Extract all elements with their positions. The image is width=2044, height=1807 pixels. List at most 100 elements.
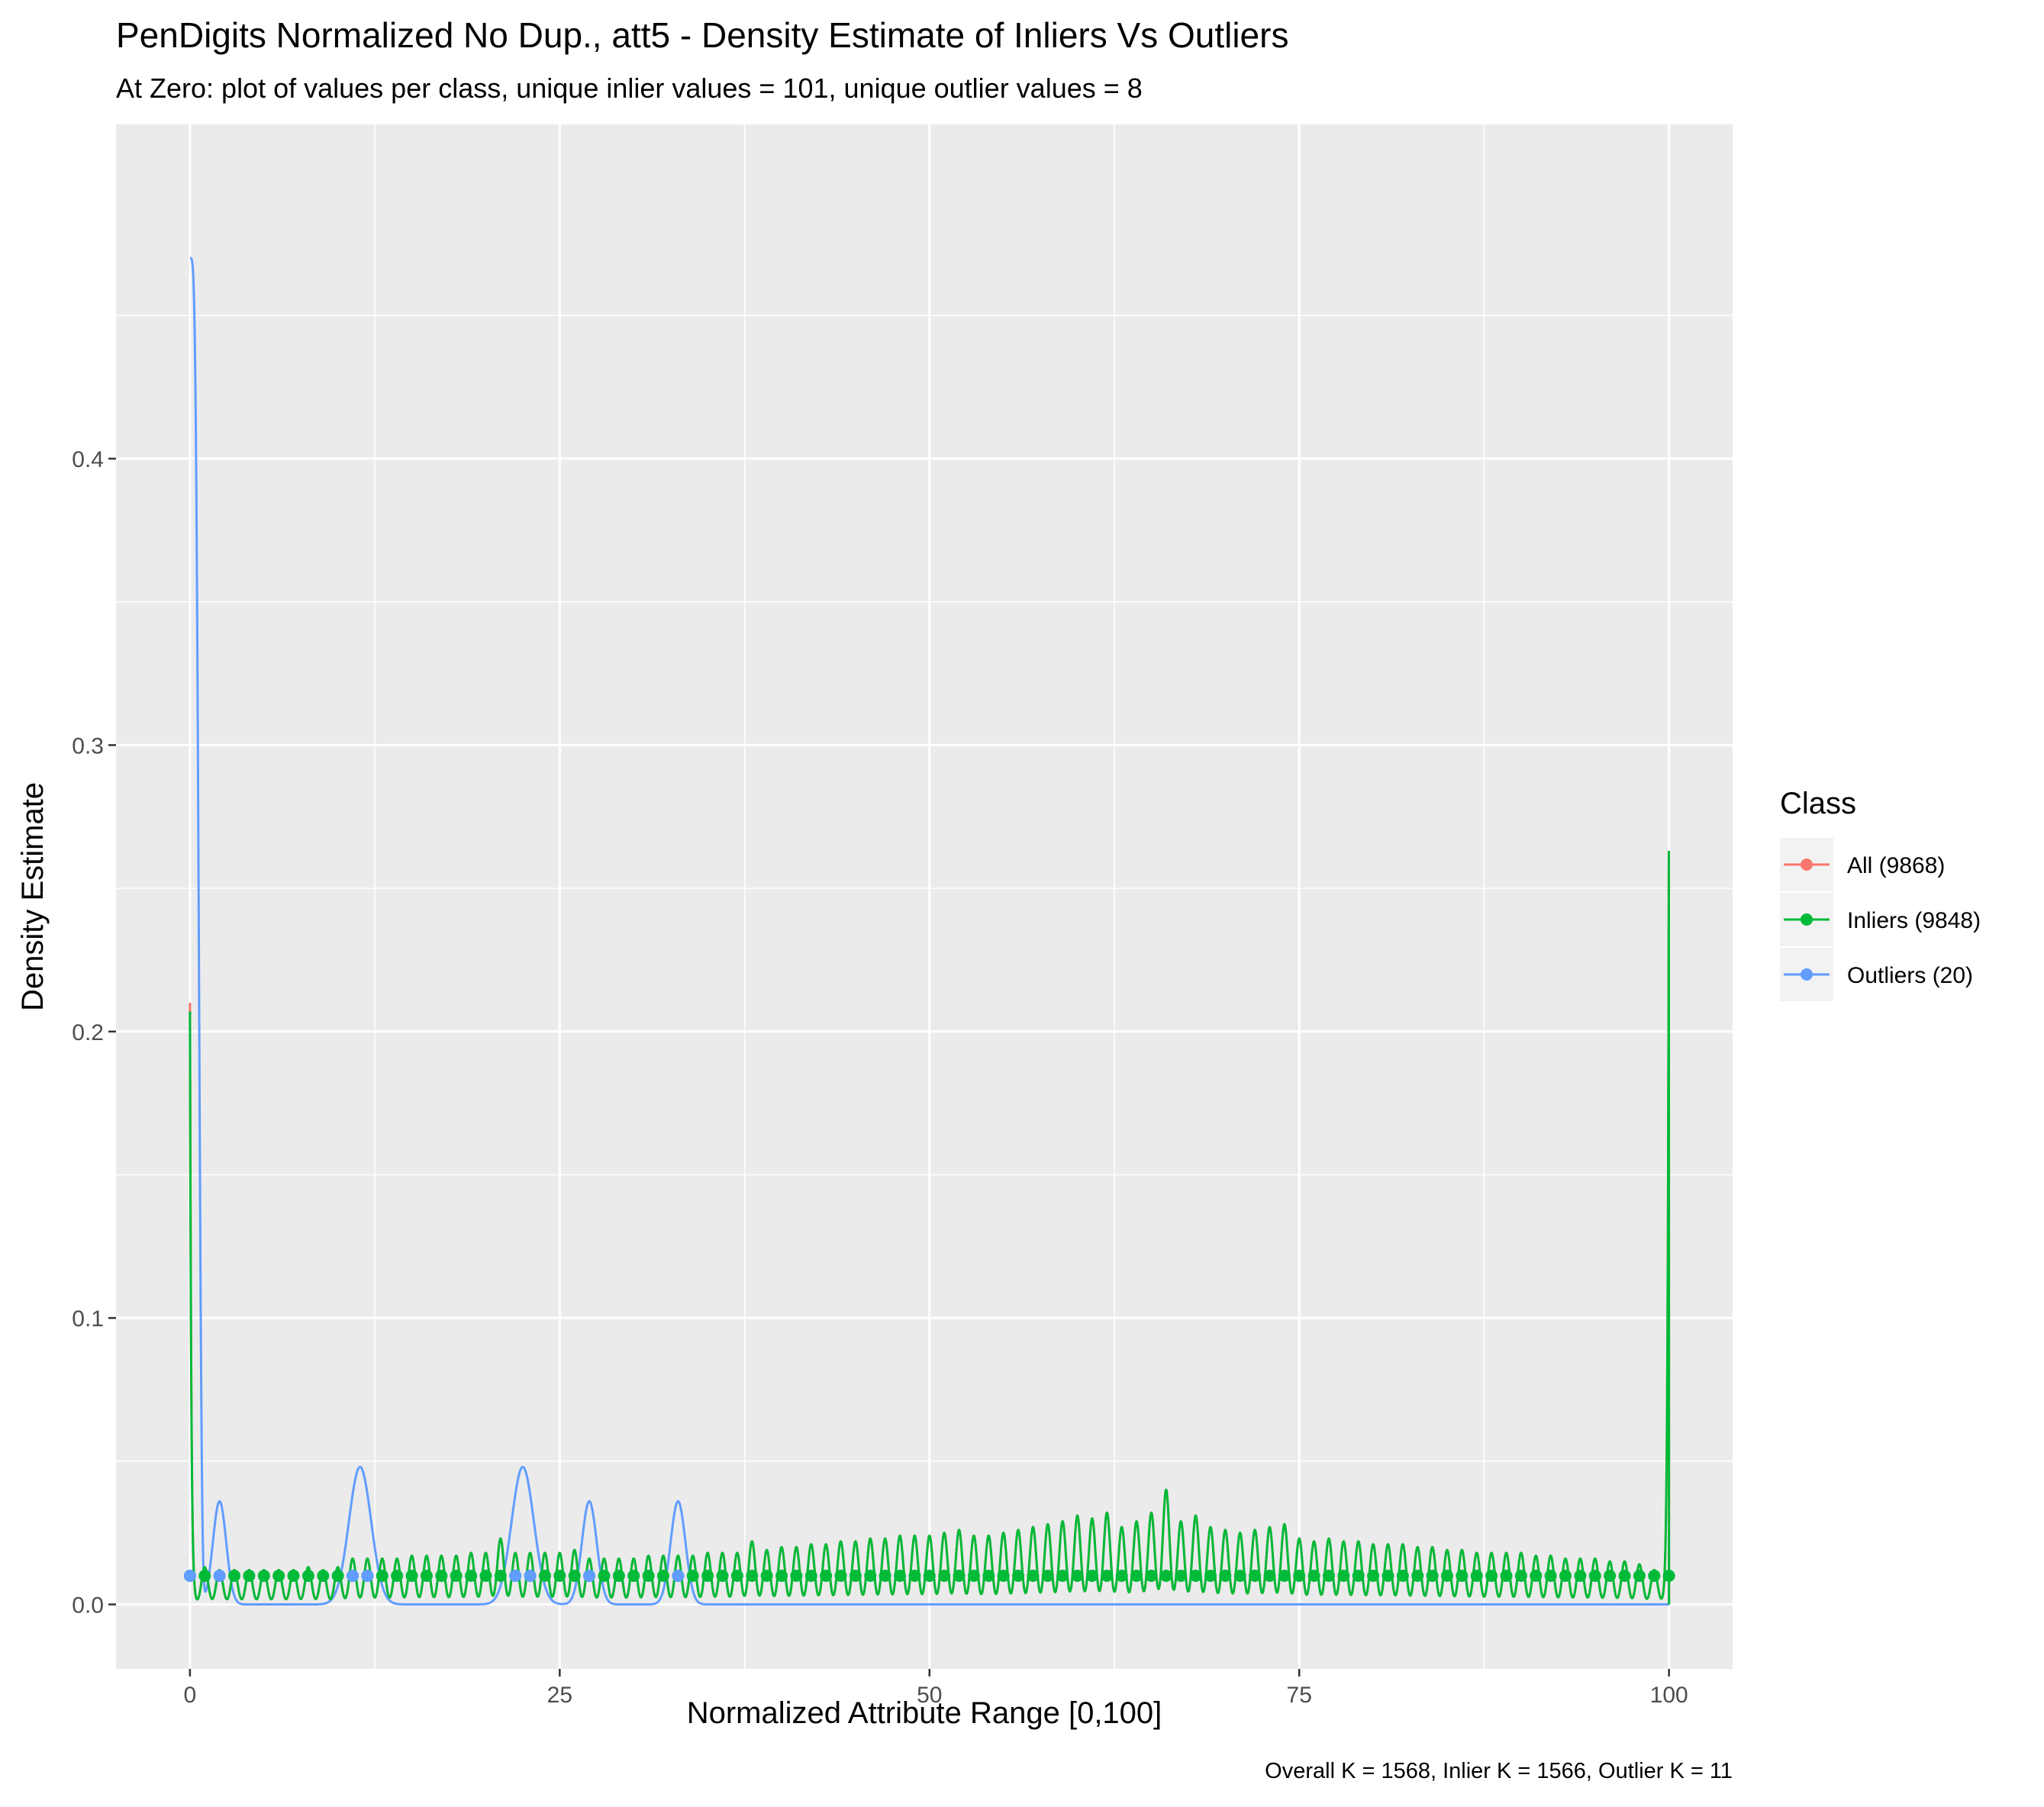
minor-gridlines [116, 124, 1733, 1669]
inlier-point [804, 1570, 817, 1583]
inlier-point [775, 1570, 788, 1583]
outlier-point [509, 1570, 522, 1583]
inlier-point [287, 1570, 300, 1583]
inlier-point [1101, 1570, 1114, 1583]
inlier-point [1027, 1570, 1040, 1583]
inlier-point [908, 1570, 921, 1583]
inlier-point [1470, 1570, 1483, 1583]
inlier-point [1115, 1570, 1128, 1583]
inlier-point [1426, 1570, 1439, 1583]
inlier-point [879, 1570, 891, 1583]
x-tick-label: 25 [547, 1683, 572, 1708]
inlier-point [1618, 1570, 1631, 1583]
inlier-point [1085, 1570, 1098, 1583]
inlier-point [1189, 1570, 1202, 1583]
inlier-point [1219, 1570, 1232, 1583]
y-axis-title: Density Estimate [16, 782, 50, 1011]
legend-label: Inliers (9848) [1847, 908, 1981, 933]
inlier-point [953, 1570, 966, 1583]
inlier-point [1041, 1570, 1054, 1583]
series-line-outliers [189, 256, 1669, 1606]
inlier-point [391, 1570, 404, 1583]
inlier-point [1530, 1570, 1543, 1583]
inlier-point [1574, 1570, 1587, 1583]
chart-subtitle: At Zero: plot of values per class, uniqu… [116, 72, 1143, 104]
outlier-point [672, 1570, 685, 1583]
inlier-point [553, 1570, 566, 1583]
inlier-point [1337, 1570, 1350, 1583]
legend-key-point [1801, 913, 1813, 926]
legend-label: Outliers (20) [1847, 963, 1973, 988]
x-tick-label: 50 [917, 1683, 942, 1708]
inlier-point [538, 1570, 551, 1583]
inlier-point [568, 1570, 581, 1583]
legend: Class All (9868) Inliers (9848) Outliers (… [1780, 787, 1981, 1001]
value-markers [183, 1570, 1675, 1583]
inlier-point [1175, 1570, 1188, 1583]
y-tick-label: 0.1 [72, 1306, 104, 1332]
inlier-point [317, 1570, 330, 1583]
inlier-point [923, 1570, 936, 1583]
inlier-point [1662, 1570, 1675, 1583]
inlier-point [849, 1570, 862, 1583]
y-axis: 0.0 0.1 0.2 0.3 0.4 [72, 447, 116, 1619]
x-axis-title: Normalized Attribute Range [0,100] [687, 1696, 1162, 1730]
inlier-point [820, 1570, 833, 1583]
y-tick-label: 0.2 [72, 1020, 104, 1045]
inlier-point [701, 1570, 714, 1583]
inlier-point [1514, 1570, 1527, 1583]
inlier-point [420, 1570, 433, 1583]
inlier-point [716, 1570, 729, 1583]
x-tick-label: 100 [1650, 1683, 1688, 1708]
inlier-point [1500, 1570, 1513, 1583]
inlier-point [1352, 1570, 1365, 1583]
inlier-point [1396, 1570, 1409, 1583]
inlier-point [938, 1570, 951, 1583]
outlier-point [347, 1570, 359, 1583]
inlier-point [1278, 1570, 1291, 1583]
inlier-point [198, 1570, 211, 1583]
inlier-point [627, 1570, 640, 1583]
inlier-point [1233, 1570, 1246, 1583]
inlier-point [1588, 1570, 1601, 1583]
outlier-point [361, 1570, 374, 1583]
inlier-point [1604, 1570, 1617, 1583]
plot-panel [116, 124, 1733, 1669]
inlier-point [1263, 1570, 1276, 1583]
inlier-point [967, 1570, 980, 1583]
x-tick-label: 75 [1287, 1683, 1312, 1708]
chart-caption: Overall K = 1568, Inlier K = 1566, Outli… [1265, 1759, 1733, 1783]
inlier-point [642, 1570, 655, 1583]
inlier-point [405, 1570, 418, 1583]
inlier-point [1249, 1570, 1262, 1583]
inlier-point [435, 1570, 448, 1583]
legend-title: Class [1780, 787, 1856, 820]
legend-key-point [1801, 968, 1813, 981]
inlier-point [982, 1570, 995, 1583]
inlier-point [257, 1570, 270, 1583]
x-tick-label: 0 [184, 1683, 197, 1708]
inlier-point [760, 1570, 773, 1583]
inlier-point [746, 1570, 759, 1583]
inlier-point [331, 1570, 344, 1583]
legend-key-point [1801, 858, 1813, 871]
inlier-point [1648, 1570, 1661, 1583]
inlier-point [1130, 1570, 1143, 1583]
inlier-point [1559, 1570, 1572, 1583]
inlier-point [894, 1570, 907, 1583]
inlier-point [1633, 1570, 1646, 1583]
inlier-point [598, 1570, 611, 1583]
inlier-point [1411, 1570, 1424, 1583]
inlier-point [376, 1570, 388, 1583]
inlier-point [656, 1570, 669, 1583]
inlier-point [272, 1570, 285, 1583]
y-tick-label: 0.0 [72, 1593, 104, 1619]
inlier-point [1456, 1570, 1469, 1583]
outlier-point [213, 1570, 226, 1583]
inlier-point [864, 1570, 877, 1583]
inlier-point [301, 1570, 314, 1583]
inlier-point [1071, 1570, 1084, 1583]
inlier-point [1441, 1570, 1454, 1583]
series-line-inliers [189, 850, 1671, 1605]
